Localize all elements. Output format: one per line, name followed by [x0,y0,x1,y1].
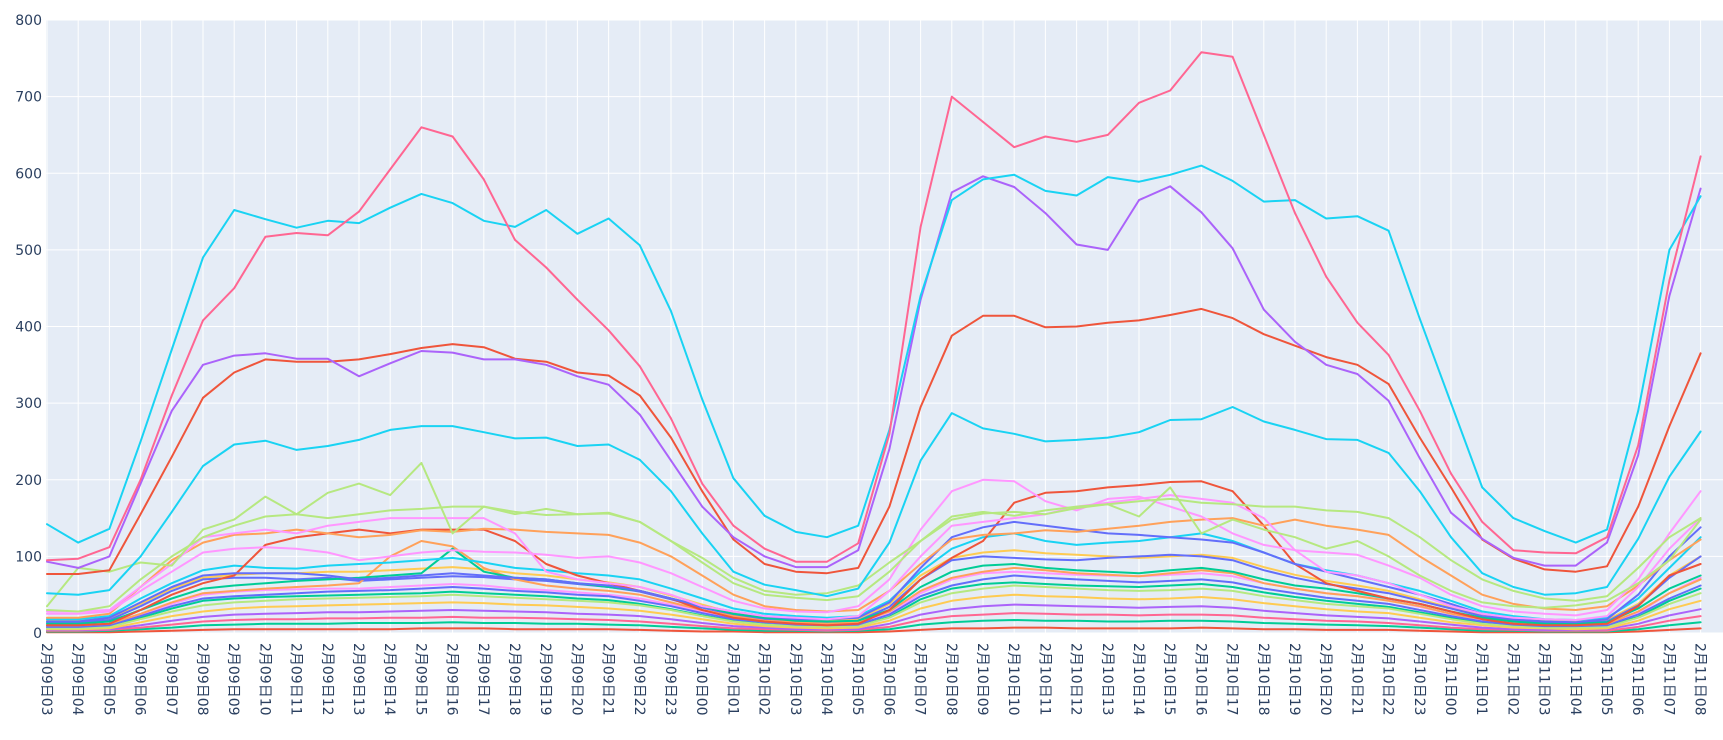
x-tick-label: 2月11日06 [1629,643,1645,716]
x-tick-label: 2月09日11 [288,643,304,716]
series-line [46,164,1702,544]
x-tick-label: 2月10日11 [1036,643,1052,716]
series-line [46,494,1702,621]
x-tick-label: 2月10日06 [880,643,896,716]
y-tick-label: 700 [15,90,42,106]
x-tick-label: 2月10日17 [1224,643,1240,716]
x-tick-label: 2月10日22 [1380,643,1396,716]
series-line [46,532,1702,621]
x-tick-label: 2月11日00 [1442,643,1458,716]
series-line [46,612,1702,632]
x-tick-label: 2月10日19 [1286,643,1302,716]
series-line [46,574,1702,628]
series-line [46,603,1702,631]
series-line [46,619,1702,633]
x-tick-label: 2月10日08 [943,643,959,716]
y-tick-label: 300 [15,396,42,412]
series-line [46,549,1702,623]
series-line [46,480,1702,627]
x-tick-label: 2月09日05 [100,643,116,716]
y-tick-label: 0 [33,626,42,642]
series-line [46,517,1702,619]
x-tick-label: 2月10日14 [1130,643,1146,716]
x-tick-label: 2月10日21 [1348,643,1364,716]
x-tick-label: 2月11日05 [1598,643,1614,716]
series-line [46,307,1702,575]
series-line [46,461,1702,609]
x-tick-label: 2月10日20 [1317,643,1333,716]
x-tick-label: 2月11日02 [1504,643,1520,716]
x-tick-label: 2月09日07 [163,643,179,716]
series-group [46,51,1702,634]
gridlines [46,19,1723,634]
x-tick-label: 2月09日15 [412,643,428,716]
x-tick-label: 2月11日04 [1567,643,1583,716]
x-tick-label: 2月10日16 [1192,643,1208,716]
x-tick-label: 2月09日22 [631,643,647,716]
x-tick-label: 2月11日01 [1473,643,1489,716]
series-line [46,478,1702,617]
x-tick-label: 2月10日18 [1255,643,1271,716]
x-tick-label: 2月11日07 [1660,643,1676,716]
series-line [46,553,1702,624]
x-tick-label: 2月09日06 [132,643,148,716]
x-tick-label: 2月11日08 [1692,643,1708,716]
series-line [46,406,1702,598]
x-tick-label: 2月09日10 [256,643,272,716]
x-tick-label: 2月09日14 [381,643,397,716]
y-tick-label: 600 [15,166,42,182]
x-tick-label: 2月10日05 [849,643,865,716]
x-tick-label: 2月09日09 [225,643,241,716]
x-tick-label: 2月09日19 [537,643,553,716]
x-axis: 2月09日03 2月09日04 2月09日05 2月09日06 2月09日07 2月09日… [38,643,1708,716]
x-tick-label: 2月10日10 [1005,643,1021,716]
x-tick-label: 2月09日21 [600,643,616,716]
x-tick-label: 2月09日04 [69,643,85,716]
x-tick-label: 2月10日15 [1161,643,1177,716]
y-axis: 0 100 200 300 400 500 600 700 800 [15,13,42,642]
y-tick-label: 200 [15,473,42,489]
x-tick-label: 2月09日13 [350,643,366,716]
x-tick-label: 2月10日13 [1099,643,1115,716]
x-tick-label: 2月10日03 [787,643,803,716]
x-tick-label: 2月09日18 [506,643,522,716]
x-tick-label: 2月10日23 [1411,643,1427,716]
x-tick-label: 2月09日17 [475,643,491,716]
series-line [46,51,1702,563]
x-tick-label: 2月10日01 [724,643,740,716]
x-tick-label: 2月09日08 [194,643,210,716]
x-tick-label: 2月09日20 [568,643,584,716]
series-line [46,593,1702,631]
series-line [46,497,1702,613]
x-tick-label: 2月09日12 [319,643,335,716]
x-tick-label: 2月10日02 [756,643,772,716]
x-tick-label: 2月10日00 [693,643,709,716]
x-tick-label: 2月10日09 [974,643,990,716]
x-tick-label: 2月11日03 [1536,643,1552,716]
y-tick-label: 800 [15,13,42,29]
x-tick-label: 2月10日04 [818,643,834,716]
x-tick-label: 2月09日16 [444,643,460,716]
y-tick-label: 500 [15,243,42,259]
x-tick-label: 2月10日07 [912,643,928,716]
series-line [46,175,1702,569]
y-tick-label: 400 [15,320,42,336]
x-tick-label: 2月09日03 [38,643,54,716]
x-tick-label: 2月10日12 [1068,643,1084,716]
series-line [46,584,1702,630]
x-tick-label: 2月09日23 [662,643,678,716]
y-tick-label: 100 [15,549,42,565]
series-line [46,626,1702,634]
